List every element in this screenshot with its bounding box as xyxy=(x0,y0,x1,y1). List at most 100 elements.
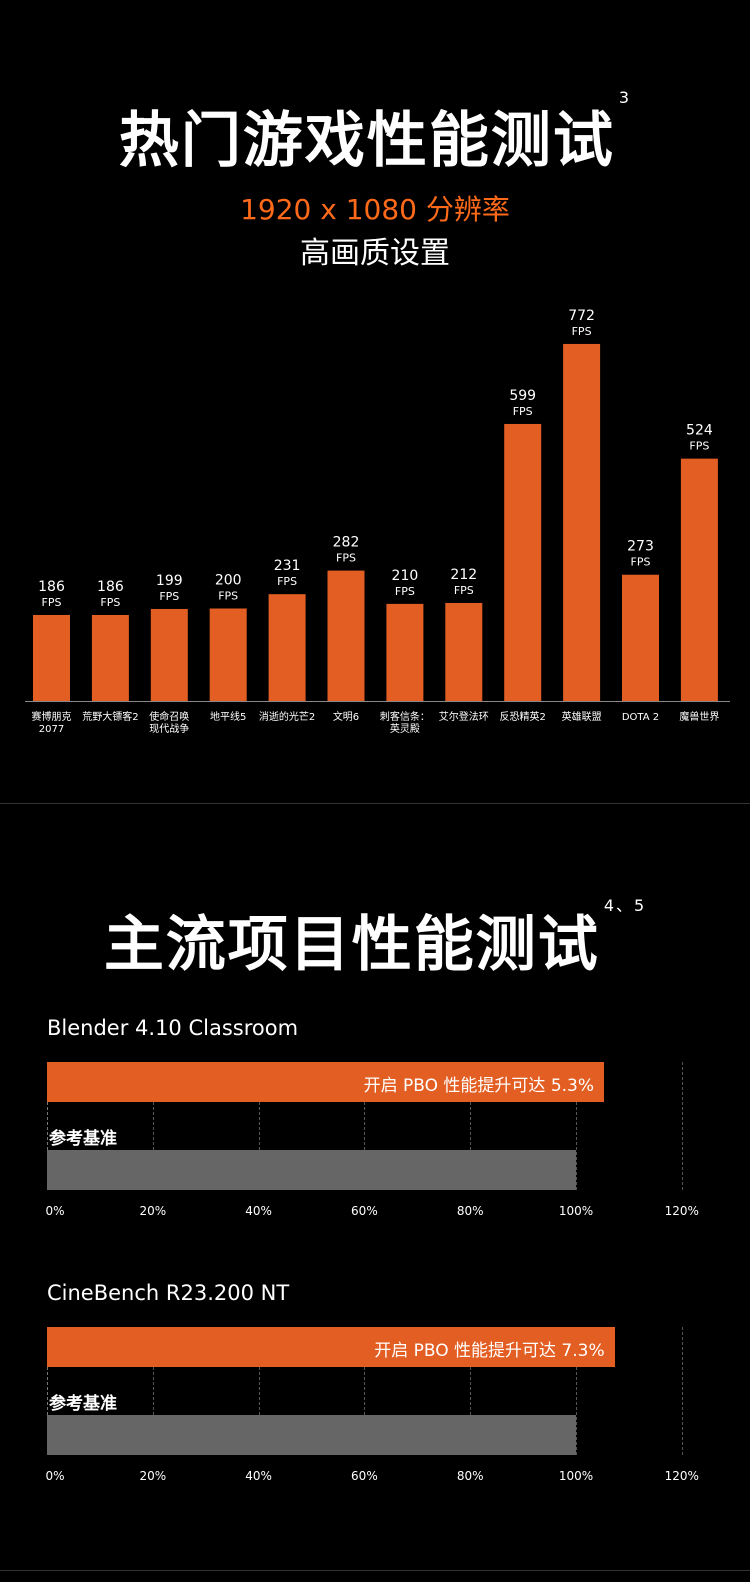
category-label: 使命召唤 xyxy=(149,710,189,723)
category-label: 艾尔登法环 xyxy=(439,710,489,723)
category-label: DOTA 2 xyxy=(622,712,659,723)
reference-label: 参考基准 xyxy=(49,1129,117,1149)
pbo-bar: 开启 PBO 性能提升可达 5.3% xyxy=(47,1062,605,1102)
quality-subtitle: 高画质设置 xyxy=(300,236,450,271)
footnote-marker: 3 xyxy=(618,88,632,107)
section-divider xyxy=(0,1570,750,1571)
bar-7 xyxy=(386,603,424,701)
bar-unit-label: FPS xyxy=(42,596,62,609)
axis-start-line xyxy=(47,1062,48,1190)
bar-value-label: 772 xyxy=(568,308,595,324)
x-tick-label: 80% xyxy=(456,1469,484,1483)
gridline xyxy=(152,1062,154,1190)
x-tick-label: 120% xyxy=(664,1204,699,1218)
x-tick-label: 120% xyxy=(664,1469,699,1483)
pbo-bar: 开启 PBO 性能提升可达 7.3% xyxy=(47,1327,615,1367)
section-title-apps-text: 主流项目性能测试 xyxy=(103,910,600,980)
bar-value-label: 524 xyxy=(686,423,713,439)
game-fps-chart: 186FPS赛博朋克2077186FPS荒野大镖客2199FPS使命召唤现代战争… xyxy=(25,308,730,735)
bar-value-label: 210 xyxy=(392,568,419,584)
x-tick-label: 0% xyxy=(45,1204,65,1218)
pbo-bar-label: 开启 PBO 性能提升可达 5.3% xyxy=(363,1076,595,1096)
x-tick-label: 20% xyxy=(139,1204,167,1218)
bar-5 xyxy=(268,594,306,701)
bar-value-label: 212 xyxy=(450,567,477,583)
bar-4 xyxy=(209,608,247,701)
bar-value-label: 186 xyxy=(97,579,124,595)
category-label: 英灵殿 xyxy=(390,722,420,735)
x-tick-label: 20% xyxy=(139,1469,167,1483)
reference-bar xyxy=(47,1150,576,1190)
bar-10 xyxy=(563,343,601,701)
x-tick-label: 80% xyxy=(456,1204,484,1218)
category-label: 消逝的光芒2 xyxy=(259,710,315,723)
gridline xyxy=(364,1327,366,1455)
bar-9 xyxy=(504,423,542,701)
bar-unit-label: FPS xyxy=(159,590,179,603)
bar-unit-label: FPS xyxy=(336,552,356,565)
benchmark-title: CineBench R23.200 NT xyxy=(47,1281,290,1305)
bar-11 xyxy=(622,574,659,701)
bar-unit-label: FPS xyxy=(218,590,238,603)
section-divider xyxy=(0,803,750,804)
bar-value-label: 599 xyxy=(509,388,536,404)
x-tick-label: 40% xyxy=(245,1469,272,1483)
gridline xyxy=(576,1327,577,1455)
bar-8 xyxy=(445,602,483,701)
bar-unit-label: FPS xyxy=(395,585,415,598)
bar-3 xyxy=(150,608,188,701)
category-label: 现代战争 xyxy=(149,722,189,735)
gridline xyxy=(258,1327,260,1455)
resolution-subtitle: 1920 x 1080 分辨率 xyxy=(240,193,510,226)
bar-unit-label: FPS xyxy=(277,575,297,588)
category-label: 魔兽世界 xyxy=(679,710,719,723)
gridline xyxy=(681,1062,683,1190)
category-label: 刺客信条： xyxy=(380,710,430,723)
section-title-games: 热门游戏性能测试3 xyxy=(0,88,750,179)
bar-unit-label: FPS xyxy=(100,596,120,609)
footnote-marker: 4、5 xyxy=(603,896,647,915)
gridline xyxy=(364,1062,366,1190)
x-tick-label: 60% xyxy=(351,1469,378,1483)
category-label: 英雄联盟 xyxy=(562,710,602,723)
gridline xyxy=(576,1062,577,1190)
bar-1 xyxy=(33,614,70,701)
bar-unit-label: FPS xyxy=(454,584,474,597)
gridline xyxy=(681,1327,683,1455)
x-tick-label: 40% xyxy=(245,1204,272,1218)
x-tick-label: 100% xyxy=(558,1469,594,1483)
bar-unit-label: FPS xyxy=(572,325,592,338)
section-title-apps: 主流项目性能测试4、5 xyxy=(0,896,750,983)
bar-value-label: 273 xyxy=(627,539,654,555)
bar-unit-label: FPS xyxy=(689,440,709,453)
reference-bar xyxy=(47,1415,576,1455)
category-label: 反恐精英2 xyxy=(500,710,546,723)
category-label: 荒野大镖客2 xyxy=(82,710,138,723)
benchmark-blender: Blender 4.10 Classroom 开启 PBO 性能提升可达 5.3%… xyxy=(0,1016,750,1230)
reference-label: 参考基准 xyxy=(49,1394,117,1414)
benchmark-title: Blender 4.10 Classroom xyxy=(47,1016,299,1040)
bar-2 xyxy=(91,614,129,701)
category-label: 赛博朋克 xyxy=(32,710,72,723)
section-title-games-text: 热门游戏性能测试 xyxy=(118,106,615,176)
bar-unit-label: FPS xyxy=(513,405,533,418)
category-label: 文明6 xyxy=(333,710,359,723)
gridline xyxy=(470,1327,472,1455)
category-label: 地平线5 xyxy=(210,710,246,723)
category-label: 2077 xyxy=(39,724,64,735)
benchmark-cinebench: CineBench R23.200 NT 开启 PBO 性能提升可达 7.3% 参考… xyxy=(0,1281,750,1495)
axis-start-line xyxy=(47,1327,48,1455)
x-tick-label: 60% xyxy=(351,1204,378,1218)
x-tick-label: 100% xyxy=(558,1204,594,1218)
bar-value-label: 186 xyxy=(38,579,65,595)
bar-unit-label: FPS xyxy=(631,556,651,569)
bar-value-label: 231 xyxy=(274,558,301,574)
bar-value-label: 199 xyxy=(156,573,183,589)
gridline xyxy=(258,1062,260,1190)
gridline xyxy=(470,1062,472,1190)
gridline xyxy=(152,1327,154,1455)
bar-6 xyxy=(327,570,365,701)
bar-value-label: 282 xyxy=(333,535,360,551)
x-tick-label: 0% xyxy=(45,1469,65,1483)
bar-12 xyxy=(680,458,718,701)
